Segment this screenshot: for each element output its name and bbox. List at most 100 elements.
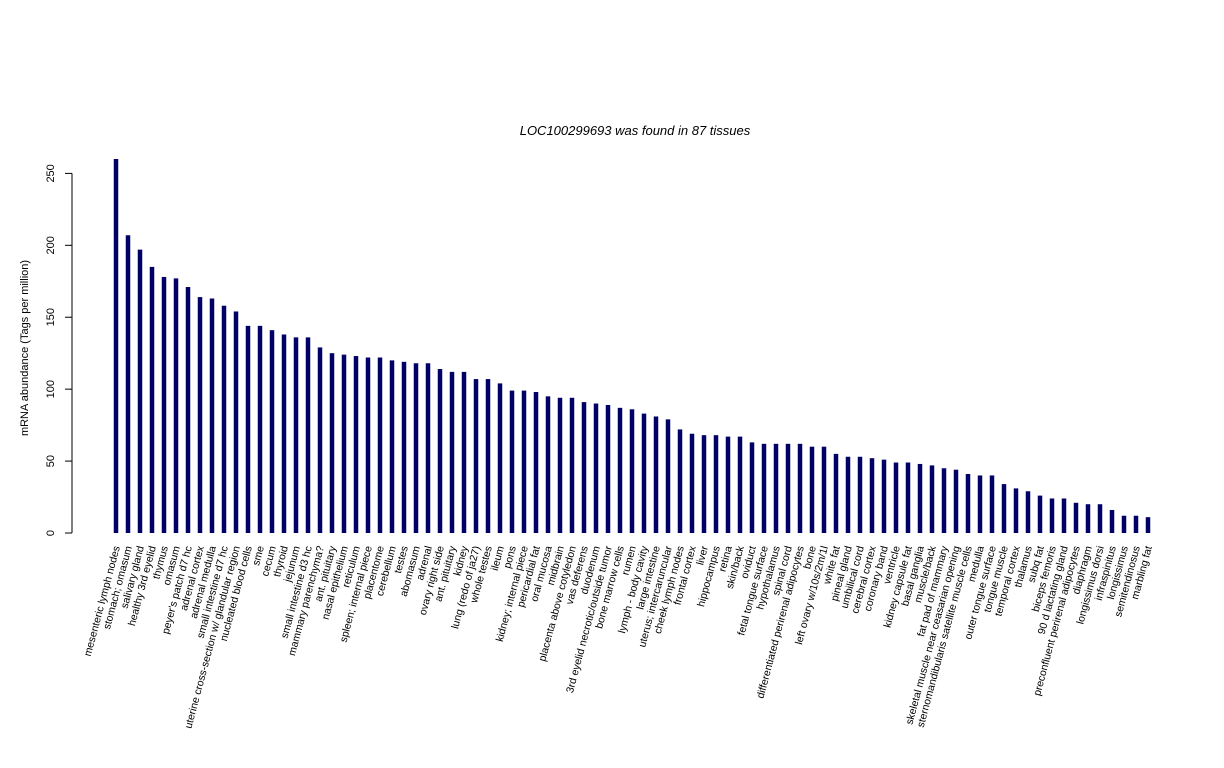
bar	[965, 474, 971, 533]
bar	[641, 413, 647, 533]
bar	[689, 433, 695, 533]
bar	[197, 297, 203, 533]
bar	[1109, 509, 1115, 533]
bar	[497, 383, 503, 533]
bar	[437, 369, 443, 533]
bar	[509, 390, 515, 533]
bar	[533, 392, 539, 533]
bar	[593, 403, 599, 533]
bar	[953, 469, 959, 533]
bar	[665, 419, 671, 533]
bar	[221, 305, 227, 533]
bar	[293, 337, 299, 533]
bar	[353, 356, 359, 533]
bar	[209, 298, 215, 533]
bar	[869, 458, 875, 533]
bar	[773, 443, 779, 533]
bar	[905, 462, 911, 533]
bar	[449, 371, 455, 533]
bar	[833, 453, 839, 533]
bar	[797, 443, 803, 533]
chart-title: LOC100299693 was found in 87 tissues	[520, 123, 751, 138]
bar	[713, 435, 719, 533]
bar	[701, 435, 707, 533]
y-tick-label: 250	[45, 164, 57, 182]
y-axis-label: mRNA abundance (Tags per million)	[19, 260, 31, 436]
y-axis: 0 50 100 150 200 250	[45, 164, 73, 536]
bar	[1001, 484, 1007, 533]
bar	[605, 404, 611, 533]
bars	[113, 159, 1151, 534]
bar	[989, 475, 995, 533]
bar	[845, 456, 851, 533]
bar	[929, 465, 935, 533]
bar	[1097, 504, 1103, 533]
x-tick-label: pons	[501, 545, 518, 570]
bar	[1133, 515, 1139, 533]
bar	[521, 390, 527, 533]
bar	[389, 360, 395, 533]
bar	[893, 462, 899, 533]
bar	[329, 353, 335, 533]
bar	[545, 396, 551, 533]
bar	[881, 459, 887, 533]
bar	[485, 379, 491, 533]
bar	[257, 325, 263, 533]
bar	[653, 416, 659, 533]
bar	[233, 311, 239, 533]
y-tick-label: 50	[45, 455, 57, 467]
bar	[725, 436, 731, 533]
bar	[785, 443, 791, 533]
bar	[857, 456, 863, 533]
bar	[917, 463, 923, 533]
bar	[977, 475, 983, 533]
bar	[1085, 504, 1091, 533]
bar	[161, 276, 167, 533]
bar	[401, 361, 407, 533]
bar	[1073, 502, 1079, 533]
bar	[269, 330, 275, 533]
bar	[677, 429, 683, 533]
bar	[341, 354, 347, 533]
bar	[245, 325, 251, 533]
bar	[629, 409, 635, 533]
bar	[1061, 498, 1067, 533]
bar	[473, 379, 479, 533]
bar	[365, 357, 371, 533]
x-tick-label: sme	[250, 545, 267, 567]
bar	[581, 402, 587, 533]
bar	[137, 249, 143, 533]
bar	[569, 397, 575, 533]
y-tick-label: 200	[45, 236, 57, 254]
y-tick-label: 0	[45, 530, 57, 536]
bar	[173, 278, 179, 533]
bar	[1145, 517, 1151, 533]
bar	[149, 266, 155, 533]
bar	[821, 446, 827, 533]
bar	[425, 363, 431, 533]
x-tick-label: liver	[694, 544, 711, 566]
bar	[377, 357, 383, 533]
y-tick-label: 100	[45, 380, 57, 398]
bar	[1025, 491, 1031, 533]
bar	[317, 347, 323, 533]
bar	[113, 159, 119, 533]
bar	[185, 287, 191, 533]
bar	[557, 397, 563, 533]
bar	[617, 407, 623, 533]
bar	[761, 443, 767, 533]
bar	[305, 337, 311, 533]
bar	[413, 363, 419, 533]
bar	[749, 442, 755, 533]
bar	[1049, 498, 1055, 533]
bar	[281, 334, 287, 533]
bar	[1121, 515, 1127, 533]
bar	[941, 468, 947, 533]
y-tick-label: 150	[45, 308, 57, 326]
bar	[1037, 495, 1043, 533]
bar	[125, 235, 131, 534]
x-tick-label: bone	[801, 545, 819, 571]
bar	[1013, 488, 1019, 533]
